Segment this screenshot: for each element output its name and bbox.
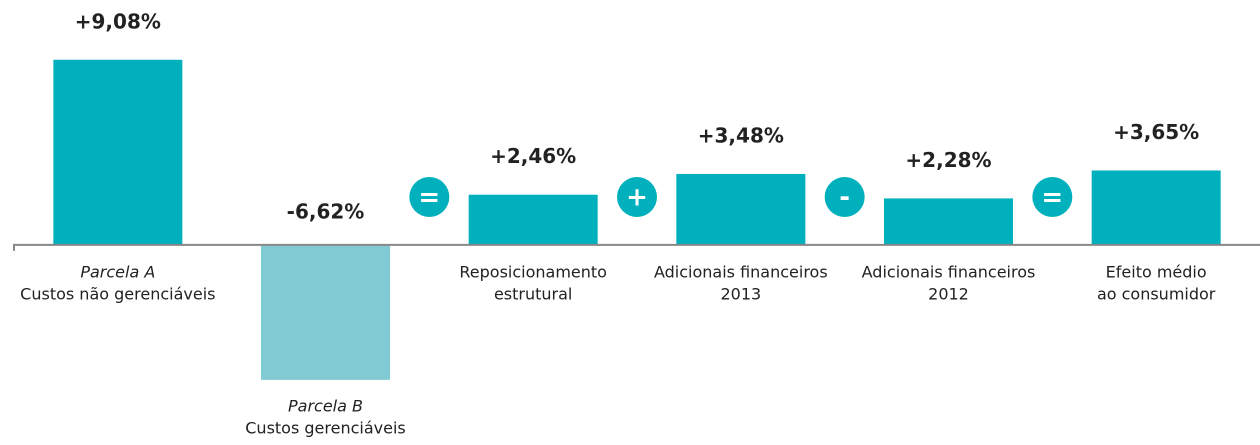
bar xyxy=(1091,170,1221,245)
category-label: Reposicionamento xyxy=(459,262,607,281)
category-label: Custos não gerenciáveis xyxy=(20,284,215,303)
operator: + xyxy=(626,183,648,213)
value-label: +3,65% xyxy=(1113,120,1199,144)
value-label: +2,46% xyxy=(490,144,576,168)
operator: = xyxy=(1041,183,1063,213)
operator-circle xyxy=(1032,177,1073,217)
bar xyxy=(53,59,183,245)
value-label: +9,08% xyxy=(75,9,161,33)
category-label: Custos gerenciáveis xyxy=(245,418,405,437)
category-label: Adicionais financeiros xyxy=(862,262,1036,281)
bar xyxy=(468,194,598,245)
operator-circle xyxy=(824,177,865,217)
operator: - xyxy=(839,183,850,213)
value-label: -6,62% xyxy=(287,199,365,223)
category-label: Efeito médio xyxy=(1106,262,1207,281)
operator-circle xyxy=(409,177,450,217)
bar xyxy=(261,244,390,380)
category-label: 2012 xyxy=(928,284,969,303)
category-label: Parcela A xyxy=(80,262,155,281)
category-label: Adicionais financeiros xyxy=(654,262,828,281)
bar xyxy=(884,198,1013,245)
category-label: ao consumidor xyxy=(1097,284,1216,303)
category-label: 2013 xyxy=(720,284,761,303)
value-label: +3,48% xyxy=(698,123,784,147)
category-label: Parcela B xyxy=(288,396,363,415)
axis-line xyxy=(13,243,1260,251)
operator: = xyxy=(418,183,440,213)
operator-circle xyxy=(617,177,657,217)
bar xyxy=(676,173,806,245)
category-label: estrutural xyxy=(494,284,572,303)
value-label: +2,28% xyxy=(905,148,991,172)
